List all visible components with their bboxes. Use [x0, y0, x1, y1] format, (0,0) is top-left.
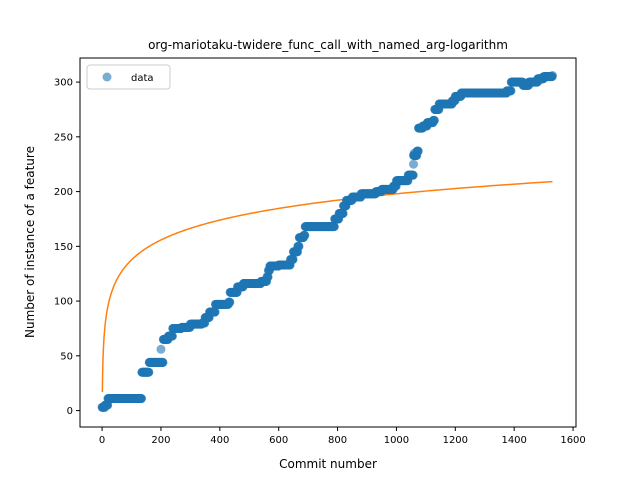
- data-point: [210, 307, 220, 317]
- data-point: [167, 331, 177, 341]
- x-tick-label: 1400: [501, 435, 526, 446]
- y-tick-label: 150: [54, 242, 73, 253]
- plot-frame: [79, 57, 577, 428]
- data-point: [329, 222, 339, 232]
- y-tick-label: 200: [54, 187, 73, 198]
- x-tick-label: 800: [328, 435, 347, 446]
- y-tick-label: 300: [54, 78, 73, 89]
- y-axis-title: Number of instance of a feature: [23, 146, 37, 338]
- x-tick-label: 400: [210, 435, 229, 446]
- legend-box: [86, 64, 171, 90]
- data-point: [300, 230, 310, 240]
- legend: data: [86, 64, 171, 90]
- x-tick-label: 200: [151, 435, 170, 446]
- data-point: [156, 344, 166, 354]
- x-tick-label: 1000: [384, 435, 409, 446]
- chart-title: org-mariotaku-twidere_func_call_with_nam…: [148, 38, 508, 52]
- data-point: [409, 159, 419, 169]
- x-tick-label: 1600: [560, 435, 585, 446]
- data-point: [338, 208, 348, 218]
- data-point: [158, 357, 168, 367]
- x-tick-label: 0: [99, 435, 105, 446]
- y-tick-label: 0: [67, 406, 73, 417]
- data-point: [137, 394, 147, 404]
- fit-line: [101, 180, 553, 392]
- data-point: [429, 115, 439, 125]
- data-point: [225, 297, 235, 307]
- y-tick-label: 250: [54, 132, 73, 143]
- y-tick-label: 100: [54, 297, 73, 308]
- data-point: [408, 170, 418, 180]
- x-tick-label: 1200: [443, 435, 468, 446]
- legend-marker-data: [102, 72, 112, 82]
- x-axis-title: Commit number: [279, 457, 377, 471]
- legend-label-data: data: [131, 73, 154, 84]
- data-point: [409, 148, 419, 158]
- data-point: [288, 254, 298, 264]
- data-point: [144, 367, 154, 377]
- x-tick-label: 600: [269, 435, 288, 446]
- data-point: [506, 86, 516, 96]
- fit-line-layer: [101, 180, 553, 392]
- y-tick-label: 50: [60, 351, 73, 362]
- data-point: [547, 71, 557, 81]
- y-axis-ticks: 0 50 100 150 200 250 300: [54, 78, 80, 417]
- x-axis-ticks: 0 200 400 600 800 1000 1200 1400 1600: [99, 427, 586, 446]
- data-points-layer: [97, 71, 557, 412]
- data-point: [294, 241, 304, 251]
